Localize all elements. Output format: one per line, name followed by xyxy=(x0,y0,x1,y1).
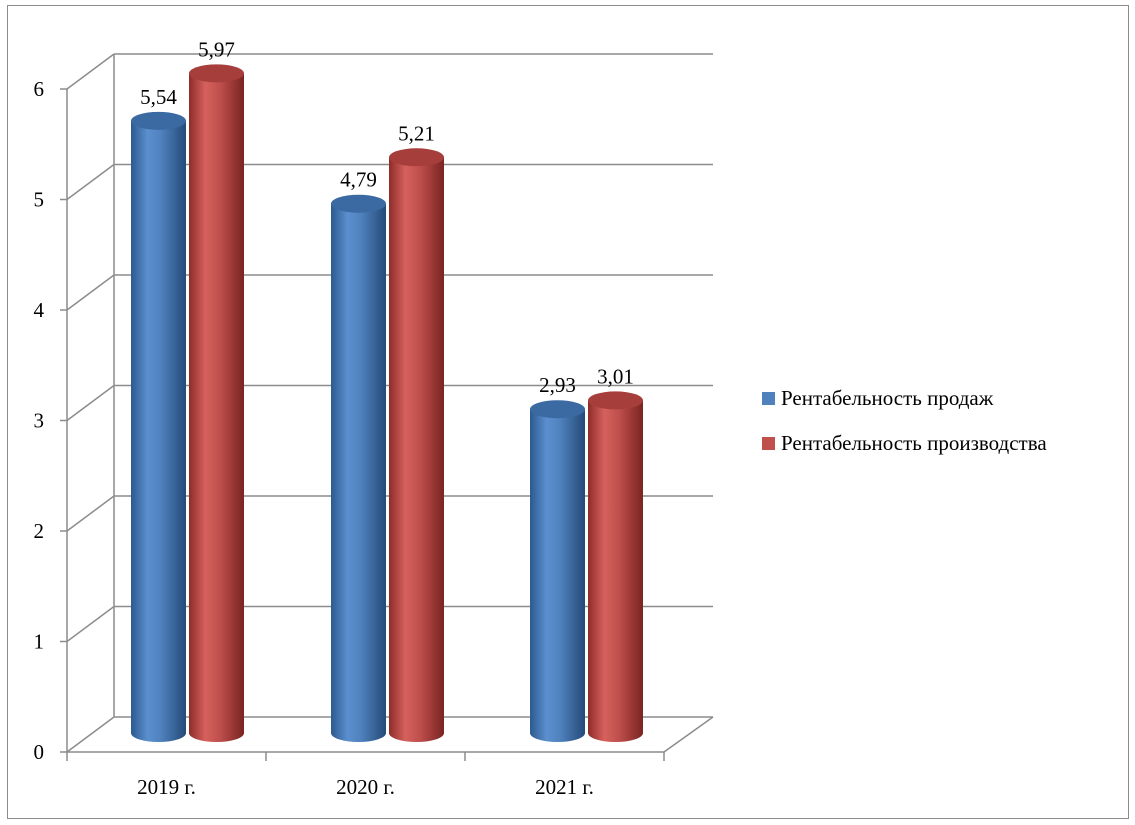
bars xyxy=(131,64,643,743)
side-gridline xyxy=(66,716,115,753)
y-tick-label: 6 xyxy=(34,77,45,101)
data-label: 5,54 xyxy=(140,85,177,109)
bar-production-2-body xyxy=(389,157,444,743)
bar-production-2 xyxy=(389,148,444,743)
x-tick-label: 2020 г. xyxy=(336,775,395,799)
bar-production-1 xyxy=(189,64,244,742)
data-label: 3,01 xyxy=(597,364,634,388)
bar-sales-3-top xyxy=(530,400,585,419)
x-tick-label: 2021 г. xyxy=(535,775,594,799)
data-label: 5,97 xyxy=(198,37,235,61)
bar-sales-1-body xyxy=(131,120,186,742)
labels: 5,54 4,79 2,93 5,97 5,21 3,01 xyxy=(140,37,634,397)
bar-production-3-body xyxy=(588,400,643,742)
side-gridline xyxy=(66,495,115,532)
bar-sales-1 xyxy=(131,111,186,742)
bar-sales-3 xyxy=(530,400,585,742)
side-gridline xyxy=(66,384,115,422)
data-label: 2,93 xyxy=(539,373,576,397)
y-tick-label: 2 xyxy=(34,519,45,543)
legend-item-sales: Рентабельность продаж xyxy=(762,386,1047,410)
bar-production-3-top xyxy=(588,391,643,410)
side-gridline xyxy=(66,605,115,643)
bar-sales-2-body xyxy=(331,203,386,742)
bar-sales-2 xyxy=(331,194,386,742)
bar-sales-2-top xyxy=(331,194,386,213)
bar-sales-1-top xyxy=(131,111,186,130)
bar-production-1-top xyxy=(189,64,244,83)
data-label: 4,79 xyxy=(340,168,377,192)
legend-swatch-production xyxy=(762,436,775,450)
side-gridline xyxy=(66,274,115,311)
floor-edge xyxy=(663,716,714,753)
legend-item-production: Рентабельность производства xyxy=(762,431,1047,455)
y-tick-label: 0 xyxy=(34,740,45,764)
x-tick-label: 2019 г. xyxy=(137,775,196,799)
side-gridline xyxy=(66,53,115,90)
y-tick-label: 4 xyxy=(34,298,45,322)
bar-production-3 xyxy=(588,391,643,742)
bar-production-1-body xyxy=(189,73,244,742)
legend: Рентабельность продаж Рентабельность про… xyxy=(762,386,1047,476)
bar-production-2-top xyxy=(389,148,444,167)
legend-label-production: Рентабельность производства xyxy=(781,430,1047,455)
y-tick-label: 3 xyxy=(34,409,45,433)
legend-label-sales: Рентабельность продаж xyxy=(781,385,994,410)
side-gridline xyxy=(66,163,115,201)
legend-swatch-sales xyxy=(762,391,775,405)
y-tick-label: 5 xyxy=(34,188,45,212)
y-tick-label: 1 xyxy=(34,630,45,654)
bar-sales-3-body xyxy=(530,409,585,742)
data-label: 5,21 xyxy=(398,121,435,145)
